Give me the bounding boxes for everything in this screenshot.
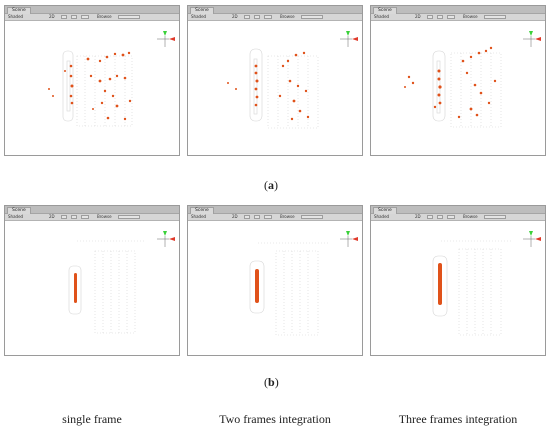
scene-toolbar: Shaded 2D Browse [371, 214, 545, 221]
scene-viewport[interactable] [371, 221, 545, 355]
mode-2d-button[interactable]: 2D [49, 14, 55, 19]
detected-points [48, 51, 132, 121]
shading-mode-dropdown[interactable]: Shaded [374, 14, 390, 19]
mode-2d-button[interactable]: 2D [415, 14, 421, 19]
lighting-toggle-icon[interactable] [427, 15, 433, 19]
lighting-toggle-icon[interactable] [427, 215, 433, 219]
scene-toolbar: Shaded 2D Browse [188, 214, 362, 221]
effects-toggle-icon[interactable] [81, 15, 89, 19]
search-input[interactable] [484, 15, 506, 19]
audio-toggle-icon[interactable] [437, 15, 443, 19]
scene-tab-bar: Scene [188, 6, 362, 15]
scene-tab-bar: Scene [5, 6, 179, 15]
search-input[interactable] [301, 15, 323, 19]
mode-2d-button[interactable]: 2D [49, 214, 55, 219]
mode-2d-button[interactable]: 2D [232, 14, 238, 19]
scene-tab[interactable]: Scene [7, 7, 31, 15]
caption-single-frame: single frame [62, 412, 122, 426]
scene-toolbar: Shaded 2D Browse [371, 14, 545, 21]
map-points [62, 50, 133, 127]
scene-tab[interactable]: Scene [7, 207, 31, 215]
scene-tab-bar: Scene [371, 206, 545, 215]
axis-gizmo-icon [157, 31, 175, 47]
audio-toggle-icon[interactable] [254, 215, 260, 219]
shading-mode-dropdown[interactable]: Shaded [191, 14, 207, 19]
lighting-toggle-icon[interactable] [244, 15, 250, 19]
audio-toggle-icon[interactable] [254, 15, 260, 19]
scene-tab[interactable]: Scene [190, 207, 214, 215]
scene-tab[interactable]: Scene [190, 7, 214, 15]
effects-toggle-icon[interactable] [447, 15, 455, 19]
scene-tab-label: Scene [195, 8, 209, 13]
effects-toggle-icon[interactable] [264, 215, 272, 219]
scene-tab-label: Scene [195, 208, 209, 213]
scene-view-a3: Scene Shaded 2D Browse [370, 5, 546, 156]
scene-toolbar: Shaded 2D Browse [188, 14, 362, 21]
shading-mode-dropdown[interactable]: Shaded [374, 214, 390, 219]
audio-toggle-icon[interactable] [71, 15, 77, 19]
scene-tab[interactable]: Scene [373, 7, 397, 15]
scene-tab-bar: Scene [188, 206, 362, 215]
scene-view-a1: Scene Shaded 2D Browse [4, 5, 180, 156]
gizmos-dropdown[interactable]: Browse [463, 14, 478, 19]
caption-three-frames: Three frames integration [398, 412, 518, 426]
effects-toggle-icon[interactable] [81, 215, 89, 219]
gizmos-dropdown[interactable]: Browse [280, 14, 295, 19]
lighting-toggle-icon[interactable] [61, 15, 67, 19]
effects-toggle-icon[interactable] [264, 15, 272, 19]
scene-tab-label: Scene [12, 8, 26, 13]
mode-2d-button[interactable]: 2D [415, 214, 421, 219]
effects-toggle-icon[interactable] [447, 215, 455, 219]
gizmos-dropdown[interactable]: Browse [463, 214, 478, 219]
gizmos-dropdown[interactable]: Browse [280, 214, 295, 219]
gizmos-dropdown[interactable]: Browse [97, 214, 112, 219]
scene-viewport[interactable] [188, 21, 362, 155]
scene-view-b1: Scene Shaded 2D Browse [4, 205, 180, 356]
audio-toggle-icon[interactable] [71, 215, 77, 219]
search-input[interactable] [118, 15, 140, 19]
gizmos-dropdown[interactable]: Browse [97, 14, 112, 19]
scene-toolbar: Shaded 2D Browse [5, 214, 179, 221]
scene-view-a2: Scene Shaded 2D Browse [187, 5, 363, 156]
scene-view-b3: Scene Shaded 2D Browse [370, 205, 546, 356]
search-input[interactable] [484, 215, 506, 219]
scene-tab-label: Scene [378, 208, 392, 213]
scene-viewport[interactable] [5, 221, 179, 355]
search-input[interactable] [301, 215, 323, 219]
shading-mode-dropdown[interactable]: Shaded [8, 14, 24, 19]
scene-tab-bar: Scene [371, 6, 545, 15]
scene-tab-bar: Scene [5, 206, 179, 215]
scene-view-b2: Scene Shaded 2D Browse [187, 205, 363, 356]
row-label-a: (a) [264, 178, 278, 192]
caption-two-frames: Two frames integration [219, 412, 331, 426]
lighting-toggle-icon[interactable] [244, 215, 250, 219]
scene-tab-label: Scene [378, 8, 392, 13]
scene-viewport[interactable] [5, 21, 179, 155]
shading-mode-dropdown[interactable]: Shaded [8, 214, 24, 219]
scene-viewport[interactable] [371, 21, 545, 155]
scene-viewport[interactable] [188, 221, 362, 355]
scene-tab-label: Scene [12, 208, 26, 213]
audio-toggle-icon[interactable] [437, 215, 443, 219]
scene-tab[interactable]: Scene [373, 207, 397, 215]
shading-mode-dropdown[interactable]: Shaded [191, 214, 207, 219]
row-label-b: (b) [264, 375, 279, 389]
scene-toolbar: Shaded 2D Browse [5, 14, 179, 21]
search-input[interactable] [118, 215, 140, 219]
lighting-toggle-icon[interactable] [61, 215, 67, 219]
mode-2d-button[interactable]: 2D [232, 214, 238, 219]
